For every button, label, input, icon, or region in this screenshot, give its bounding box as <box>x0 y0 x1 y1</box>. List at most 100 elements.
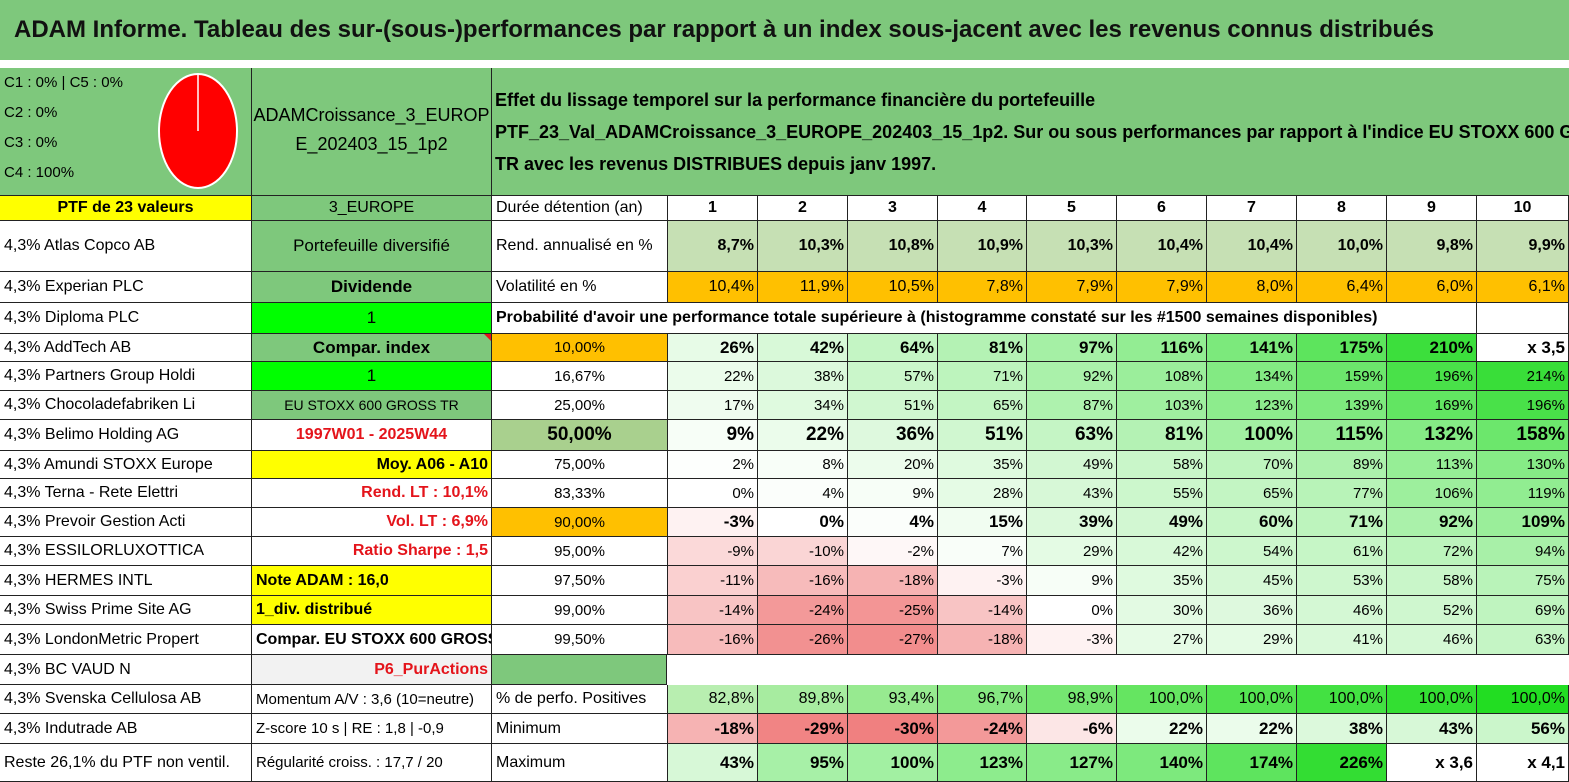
positives-label: % de perfo. Positives <box>492 685 668 714</box>
holding-row: 4,3% Partners Group Holdi <box>0 362 252 391</box>
rend-value: 9,8% <box>1387 221 1477 272</box>
performance-value: -10% <box>758 537 848 566</box>
performance-value: 35% <box>1117 566 1207 596</box>
positives-value: 98,9% <box>1027 685 1117 714</box>
performance-value: 119% <box>1477 479 1569 508</box>
performance-value: 28% <box>938 479 1027 508</box>
probability-threshold: 16,67% <box>492 362 668 391</box>
performance-value: 97% <box>1027 334 1117 362</box>
maximum-label: Maximum <box>492 744 668 782</box>
rend-value: 10,8% <box>848 221 938 272</box>
rend-value: 10,3% <box>758 221 848 272</box>
performance-value: 71% <box>938 362 1027 391</box>
minimum-value: -29% <box>758 714 848 744</box>
class-label: C2 : 0% <box>4 104 58 121</box>
performance-value: 132% <box>1387 420 1477 451</box>
holding-row: 4,3% BC VAUD N <box>0 655 252 685</box>
performance-value: -2% <box>848 537 938 566</box>
performance-value: 75% <box>1477 566 1569 596</box>
year-header: 8 <box>1297 196 1387 221</box>
class-allocation-panel: C1 : 0% | C5 : 0% C2 : 0% C3 : 0% C4 : 1… <box>0 68 252 196</box>
maximum-value: 95% <box>758 744 848 782</box>
performance-value: 0% <box>758 508 848 537</box>
performance-value: 43% <box>1027 479 1117 508</box>
rend-label: Rend. annualisé en % <box>492 221 668 272</box>
performance-value: 54% <box>1207 537 1297 566</box>
maximum-value: 140% <box>1117 744 1207 782</box>
performance-value: 0% <box>1027 596 1117 625</box>
info-cell: P6_PurActions <box>252 655 492 685</box>
info-cell: Compar. EU STOXX 600 GROSS TR <box>252 625 492 655</box>
performance-value: 141% <box>1207 334 1297 362</box>
zone-label: 3_EUROPE <box>252 196 492 221</box>
class-label: C1 : 0% | C5 : 0% <box>4 74 123 91</box>
minimum-label: Minimum <box>492 714 668 744</box>
performance-value: 87% <box>1027 391 1117 420</box>
holding-row: 4,3% HERMES INTL <box>0 566 252 596</box>
info-cell: Z-score 10 s | RE : 1,8 | -0,9 <box>252 714 492 744</box>
performance-value: -24% <box>758 596 848 625</box>
positives-value: 89,8% <box>758 685 848 714</box>
performance-value: 34% <box>758 391 848 420</box>
ptf-count-label: PTF de 23 valeurs <box>0 196 252 221</box>
vol-value: 7,9% <box>1117 272 1207 303</box>
performance-value: 61% <box>1297 537 1387 566</box>
probability-threshold: 97,50% <box>492 566 668 596</box>
performance-value: 53% <box>1297 566 1387 596</box>
minimum-value: -24% <box>938 714 1027 744</box>
performance-value: 72% <box>1387 537 1477 566</box>
positives-value: 93,4% <box>848 685 938 714</box>
performance-value: -11% <box>668 566 758 596</box>
performance-value: 92% <box>1027 362 1117 391</box>
spacer-cell <box>492 655 667 685</box>
performance-value: 123% <box>1207 391 1297 420</box>
positives-value: 100,0% <box>1117 685 1207 714</box>
minimum-value: 56% <box>1477 714 1569 744</box>
performance-value: -14% <box>938 596 1027 625</box>
year-header: 5 <box>1027 196 1117 221</box>
performance-value: 38% <box>758 362 848 391</box>
performance-value: 89% <box>1297 451 1387 479</box>
holding-row: 4,3% Atlas Copco AB <box>0 221 252 272</box>
year-header: 3 <box>848 196 938 221</box>
performance-value: 27% <box>1117 625 1207 655</box>
probability-threshold: 25,00% <box>492 391 668 420</box>
maximum-value: 123% <box>938 744 1027 782</box>
performance-value: 36% <box>1207 596 1297 625</box>
probability-threshold: 75,00% <box>492 451 668 479</box>
performance-value: 57% <box>848 362 938 391</box>
info-cell: Moy. A06 - A10 <box>252 451 492 479</box>
performance-value: 71% <box>1297 508 1387 537</box>
holding-row: 4,3% Belimo Holding AG <box>0 420 252 451</box>
positives-value: 100,0% <box>1387 685 1477 714</box>
performance-value: 60% <box>1207 508 1297 537</box>
performance-value: 51% <box>848 391 938 420</box>
holding-row: 4,3% AddTech AB <box>0 334 252 362</box>
performance-value: 42% <box>1117 537 1207 566</box>
rend-value: 10,0% <box>1297 221 1387 272</box>
vol-value: 11,9% <box>758 272 848 303</box>
rend-value: 10,3% <box>1027 221 1117 272</box>
info-cell: Rend. LT : 10,1% <box>252 479 492 508</box>
maximum-value: x 4,1 <box>1477 744 1569 782</box>
year-header: 9 <box>1387 196 1477 221</box>
performance-value: -3% <box>668 508 758 537</box>
performance-value: 81% <box>938 334 1027 362</box>
info-cell: 1 <box>252 303 492 334</box>
performance-value: -16% <box>668 625 758 655</box>
holding-row: 4,3% Prevoir Gestion Acti <box>0 508 252 537</box>
maximum-value: 100% <box>848 744 938 782</box>
info-cell: Dividende <box>252 272 492 303</box>
performance-value: 214% <box>1477 362 1569 391</box>
performance-value: 15% <box>938 508 1027 537</box>
portfolio-name-line: E_202403_15_1p2 <box>295 134 448 154</box>
holding-row: 4,3% Amundi STOXX Europe <box>0 451 252 479</box>
performance-value: 29% <box>1207 625 1297 655</box>
positives-value: 100,0% <box>1297 685 1387 714</box>
performance-value: -18% <box>938 625 1027 655</box>
class-label: C3 : 0% <box>4 134 58 151</box>
performance-value: 58% <box>1387 566 1477 596</box>
performance-value: 158% <box>1477 420 1569 451</box>
probability-threshold: 95,00% <box>492 537 668 566</box>
minimum-value: 22% <box>1207 714 1297 744</box>
